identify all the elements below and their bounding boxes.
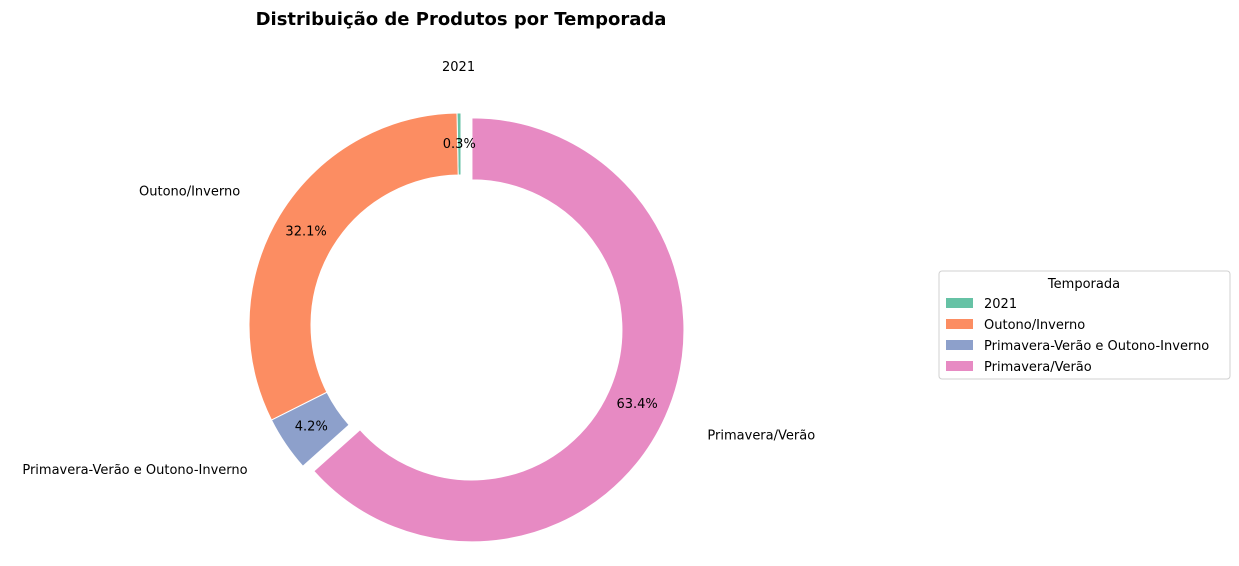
slice-primavera-verao — [313, 117, 685, 543]
category-label-primavera-verao-e-outono-inverno: Primavera-Verão e Outono-Inverno — [22, 463, 247, 478]
donut-slices — [248, 112, 685, 543]
legend-label-primavera-verao-e-outono-inverno: Primavera-Verão e Outono-Inverno — [984, 339, 1209, 354]
chart-title: Distribuição de Produtos por Temporada — [256, 9, 667, 30]
percent-label-primavera-verao-e-outono-inverno: 4.2% — [295, 420, 328, 435]
legend-swatch-2021 — [946, 298, 973, 308]
slice-labels: 2021 0.3% Outono/Inverno 32.1% Primavera-Ver… — [22, 60, 815, 478]
slice-primavera-verao-e-outono-inverno — [270, 391, 350, 467]
category-label-2021: 2021 — [442, 60, 475, 75]
category-label-outono-inverno: Outono/Inverno — [139, 185, 240, 200]
legend-swatch-outono-inverno — [946, 319, 973, 329]
percent-label-outono-inverno: 32.1% — [285, 224, 326, 239]
percent-label-primavera-verao: 63.4% — [616, 397, 657, 412]
legend-swatch-primavera-verao — [946, 361, 973, 371]
category-label-primavera-verao: Primavera/Verão — [707, 428, 815, 443]
legend-label-primavera-verao: Primavera/Verão — [984, 360, 1092, 375]
legend-label-2021: 2021 — [984, 297, 1017, 312]
legend-title: Temporada — [1047, 277, 1120, 292]
legend: Temporada 2021 Outono/Inverno Primavera-Ve… — [938, 270, 1231, 380]
legend-frame — [938, 270, 1231, 380]
legend-swatch-primavera-verao-e-outono-inverno — [946, 340, 973, 350]
legend-label-outono-inverno: Outono/Inverno — [984, 318, 1085, 333]
percent-label-2021: 0.3% — [443, 137, 476, 152]
slice-outono-inverno — [248, 112, 459, 421]
